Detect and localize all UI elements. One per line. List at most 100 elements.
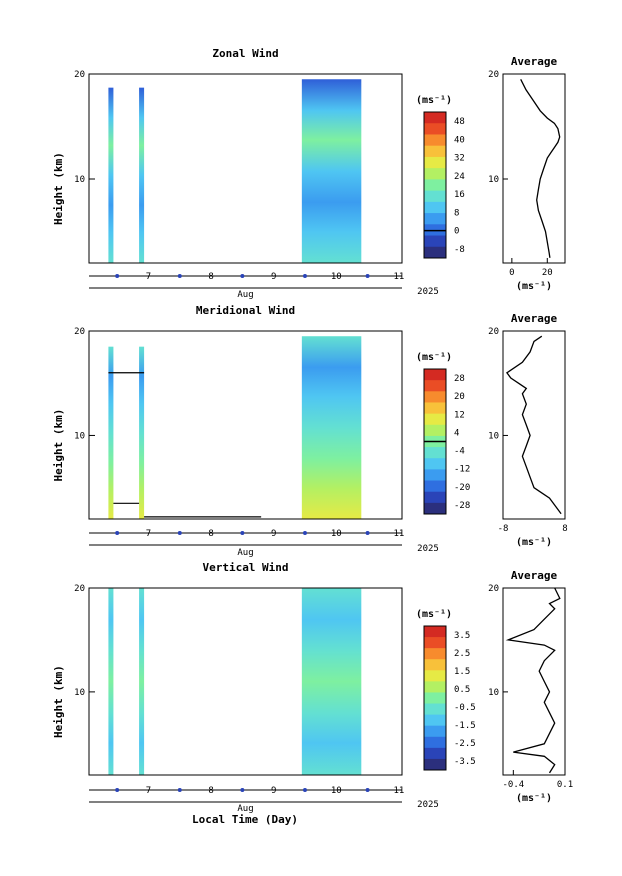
data-segment-3 (301, 336, 362, 519)
x-tick-marker (115, 531, 120, 535)
profile-x-tick-label: -8 (498, 524, 509, 534)
colorbar-tick-label: 20 (454, 392, 465, 402)
profile-line (520, 79, 561, 258)
colorbar-swatch (424, 626, 446, 638)
colorbar-swatch (424, 145, 446, 158)
colorbar-tick-label: 1.5 (454, 667, 470, 677)
colorbar-unit: (ms⁻¹) (416, 352, 452, 363)
x-tick-marker (302, 788, 307, 792)
x-tick-label: 8 (208, 529, 213, 539)
year-label: 2025 (417, 544, 439, 554)
month-label: Aug (237, 290, 253, 300)
profile-y-tick-label: 20 (488, 70, 499, 80)
colorbar-swatch (424, 156, 446, 169)
x-tick-marker (177, 531, 182, 535)
colorbar-tick-label: -20 (454, 483, 470, 493)
data-segment-1 (108, 588, 114, 775)
colorbar-swatch (424, 179, 446, 192)
colorbar-swatch (424, 190, 446, 203)
colorbar-frame (423, 625, 447, 771)
colorbar-swatch (424, 213, 446, 225)
profile-x-tick-label: 8 (562, 524, 567, 534)
x-tick-label: 8 (208, 786, 213, 796)
x-tick-marker (302, 531, 307, 535)
colorbar-swatch (424, 235, 446, 248)
colorbar-swatch (424, 725, 446, 738)
x-tick-label: 9 (271, 272, 276, 282)
colorbar-unit: (ms⁻¹) (416, 609, 452, 620)
colorbar-swatch (424, 659, 446, 671)
colorbar-tick-label: -3.5 (454, 757, 476, 767)
profile-line (505, 335, 562, 515)
x-tick-marker (177, 274, 182, 278)
colorbar-swatch (424, 246, 446, 259)
profile-y-tick-label: 10 (488, 175, 499, 185)
profile-frame (502, 73, 566, 264)
panel-title: Zonal Wind (212, 47, 278, 60)
profile-line (505, 587, 561, 774)
colorbar-tick-label: 12 (454, 410, 465, 420)
x-axis-label: Local Time (Day) (192, 813, 298, 826)
colorbar-swatch (424, 491, 446, 504)
colorbar-swatch (424, 480, 446, 493)
profile-x-label: (ms⁻¹) (516, 281, 552, 292)
colorbar-tick-label: 40 (454, 135, 465, 145)
x-tick-marker (365, 531, 370, 535)
colorbar-tick-label: -8 (454, 245, 465, 255)
x-tick-marker (177, 788, 182, 792)
colorbar-swatch (424, 703, 446, 716)
x-tick-label: 10 (331, 786, 342, 796)
colorbar-swatch (424, 134, 446, 147)
colorbar-tick-label: 0 (454, 227, 459, 237)
profile-x-tick-label: -0.4 (502, 780, 524, 790)
panel-1: Zonal Wind 20 10 Height (km) 7 8 9 10 11 Aug 2025 (… (52, 47, 566, 300)
profile-y-tick-label: 10 (488, 688, 499, 698)
colorbar-tick-label: 8 (454, 208, 459, 218)
profile-frame (502, 587, 566, 776)
profile-x-label: (ms⁻¹) (516, 537, 552, 548)
colorbar-tick-label: 16 (454, 190, 465, 200)
colorbar-tick-label: 48 (454, 117, 465, 127)
colorbar-swatch (424, 681, 446, 693)
data-segment-2 (139, 87, 145, 264)
x-tick-marker (240, 274, 245, 278)
colorbar-swatch (424, 736, 446, 749)
colorbar-swatch (424, 458, 446, 470)
data-segment-3 (301, 79, 362, 263)
panel-title: Vertical Wind (202, 561, 288, 574)
year-label: 2025 (417, 287, 439, 297)
colorbar-swatch (424, 714, 446, 727)
colorbar-swatch (424, 402, 446, 415)
colorbar-frame (423, 111, 447, 259)
panel-title: Meridional Wind (196, 304, 295, 317)
y-axis-label: Height (km) (52, 152, 65, 225)
colorbar-tick-label: 32 (454, 154, 465, 164)
colorbar-swatch (424, 637, 446, 649)
x-tick-marker (240, 531, 245, 535)
colorbar-swatch (424, 648, 446, 660)
profile-x-tick-label: 0.1 (557, 780, 573, 790)
y-tick-label: 20 (74, 584, 85, 594)
x-tick-label: 11 (393, 786, 404, 796)
x-tick-label: 8 (208, 272, 213, 282)
colorbar-swatch (424, 369, 446, 381)
colorbar-tick-label: 28 (454, 374, 465, 384)
y-tick-label: 10 (74, 688, 85, 698)
colorbar-tick-label: 4 (454, 428, 459, 438)
y-tick-label: 10 (74, 431, 85, 441)
x-tick-marker (115, 788, 120, 792)
colorbar-swatch (424, 502, 446, 515)
plot-frame (88, 330, 403, 520)
x-tick-label: 11 (393, 272, 404, 282)
plot-frame (88, 587, 403, 776)
x-tick-label: 11 (393, 529, 404, 539)
colorbar-swatch (424, 413, 446, 426)
panel-3: Vertical Wind 20 10 Height (km) 7 8 9 10 11 Aug 20… (52, 561, 573, 814)
profile-y-tick-label: 20 (488, 327, 499, 337)
colorbar-swatch (424, 692, 446, 705)
y-axis-label: Height (km) (52, 665, 65, 738)
colorbar-tick-label: 0.5 (454, 685, 470, 695)
plot-frame (88, 73, 403, 264)
profile-y-tick-label: 20 (488, 584, 499, 594)
